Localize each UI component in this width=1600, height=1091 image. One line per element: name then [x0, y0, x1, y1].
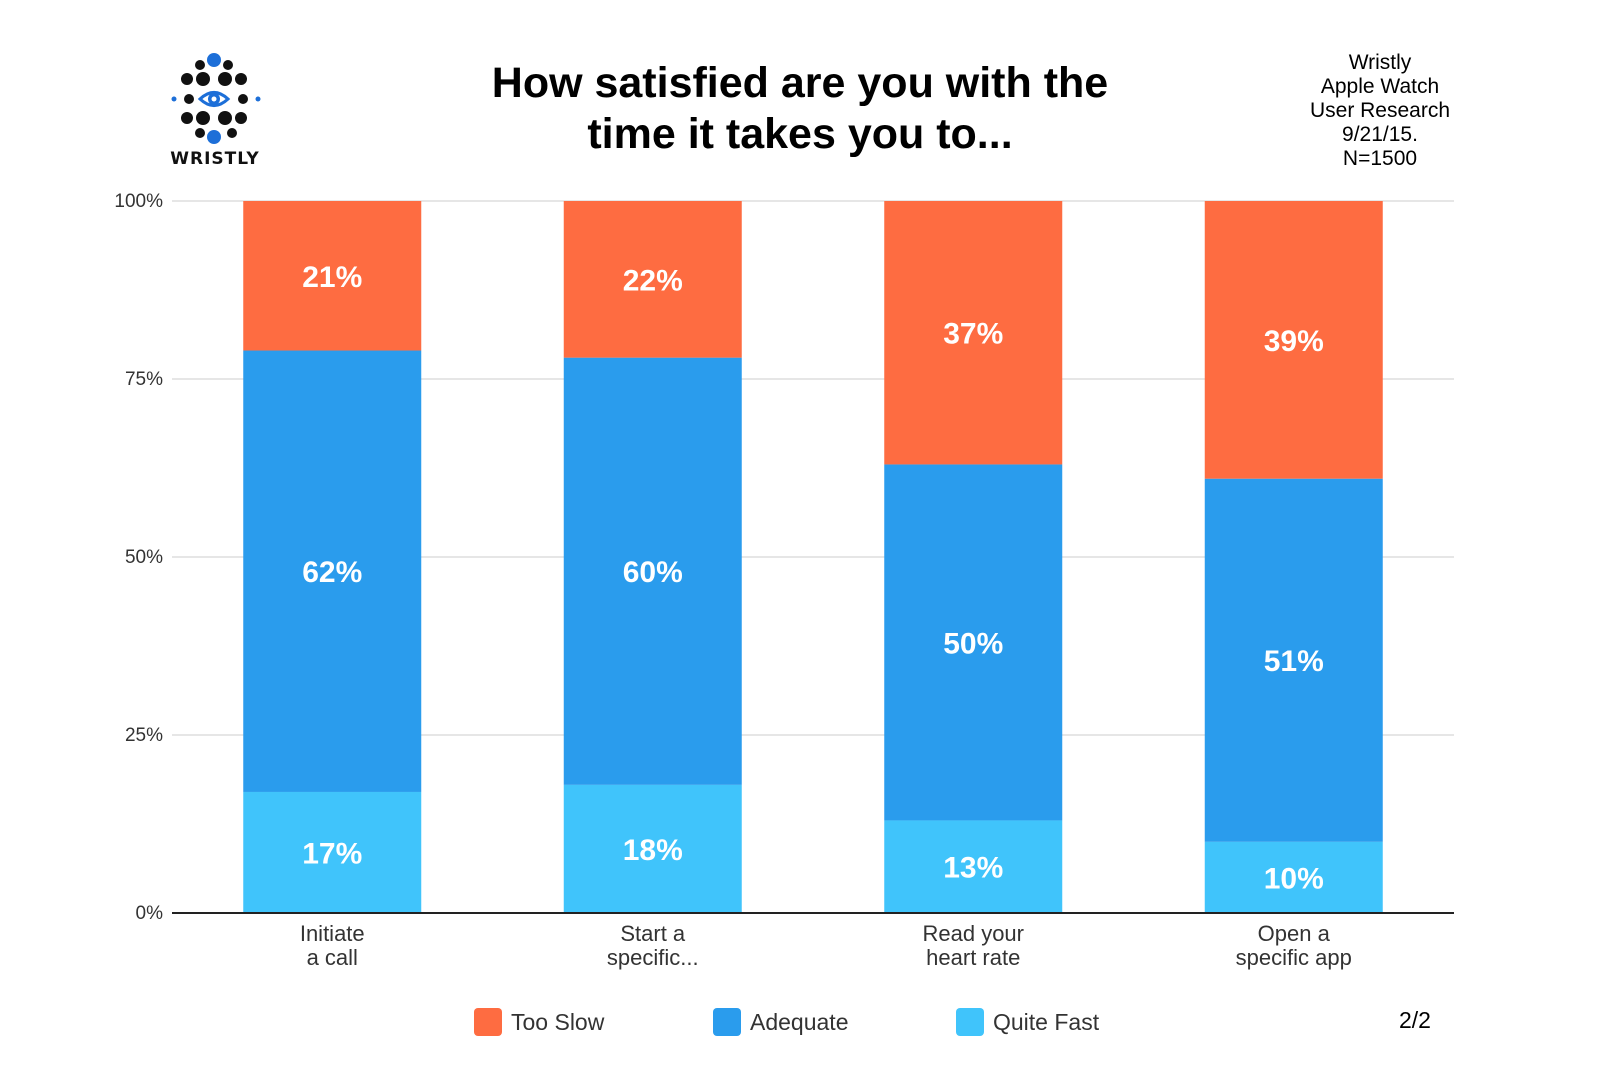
data-labels: 17% 62% 21% 18% 60% 22% 13% 50% 37% 10% 51% 39%: [302, 261, 1324, 896]
legend-label: Too Slow: [511, 1008, 605, 1035]
data-label: 37%: [943, 318, 1003, 351]
bar-segment: [884, 464, 1063, 821]
study-metadata: Wristly Apple Watch User Research 9/21/1…: [1295, 51, 1465, 171]
legend-item: Adequate: [713, 1004, 848, 1040]
chart-legend: Too Slow Adequate Quite Fast: [0, 1004, 1600, 1040]
meta-line-date: 9/21/15.: [1342, 123, 1418, 146]
logo-dot: [195, 60, 205, 70]
meta-line-product: Apple Watch: [1320, 75, 1440, 98]
meta-line-sample-size: N=1500: [1342, 147, 1418, 170]
y-tick-label: 0%: [136, 903, 164, 924]
bar-segment: [563, 357, 742, 785]
bar-segment: [243, 791, 422, 913]
dotted-eye-logo-icon: [171, 53, 261, 144]
data-label: 18%: [623, 834, 683, 867]
logo-dot: [218, 111, 232, 125]
x-tick-label: Open a: [1258, 921, 1331, 946]
logo-dot: [196, 111, 210, 125]
logo-wordmark: WRISTLY: [170, 149, 260, 169]
logo-dot: [235, 112, 247, 124]
data-label: 17%: [302, 837, 362, 870]
data-label: 13%: [943, 852, 1003, 885]
bar-segment: [563, 784, 742, 913]
data-label: 60%: [623, 556, 683, 589]
bar-segment: [884, 201, 1063, 465]
x-tick-label: Initiate: [300, 921, 365, 946]
logo-eye-pupil: [211, 96, 217, 102]
y-tick-label: 50%: [125, 547, 163, 568]
x-tick-label: specific app: [1236, 945, 1352, 970]
x-tick-label: Read your: [922, 921, 1024, 946]
legend-swatch: [474, 1008, 502, 1036]
bar-segment: [1204, 478, 1383, 842]
legend-label: Quite Fast: [993, 1008, 1100, 1035]
y-axis: 0% 25% 50% 75% 100%: [114, 191, 163, 924]
logo-dot: [184, 94, 194, 104]
data-label: 50%: [943, 627, 1003, 660]
logo-dot: [171, 96, 177, 102]
meta-line-brand: Wristly: [1348, 51, 1412, 74]
stacked-bar-chart: 0% 25% 50% 75% 100% 17% 62% 21% 18% 60% 22% 13% 50% 3…: [114, 191, 1454, 970]
x-tick-label: Start a: [620, 921, 686, 946]
logo-dot: [207, 53, 221, 67]
logo-dot: [235, 73, 247, 85]
bars: [243, 201, 1383, 913]
logo-dot: [181, 73, 193, 85]
meta-line-study: User Research: [1309, 99, 1451, 122]
bar-segment: [1204, 201, 1383, 479]
bar-segment: [1204, 841, 1383, 913]
data-label: 21%: [302, 261, 362, 294]
legend-item: Too Slow: [474, 1004, 604, 1040]
bar-segment: [563, 201, 742, 358]
data-label: 22%: [623, 264, 683, 297]
logo-dot: [238, 94, 248, 104]
bar-segment: [243, 350, 422, 792]
chart-title-line-1: How satisfied are you with the: [491, 59, 1109, 107]
data-label: 62%: [302, 556, 362, 589]
data-label: 10%: [1264, 862, 1324, 895]
legend-label: Adequate: [750, 1008, 849, 1035]
logo-dot: [255, 96, 261, 102]
chart-title: How satisfied are you with the time it t…: [400, 58, 1200, 160]
chart-title-line-2: time it takes you to...: [587, 110, 1013, 158]
logo-dot: [196, 72, 210, 86]
legend-item: Quite Fast: [956, 1004, 1099, 1040]
bar-segment: [884, 820, 1063, 913]
x-tick-label: specific...: [607, 945, 699, 970]
x-tick-label: a call: [307, 945, 358, 970]
legend-swatch: [713, 1008, 741, 1036]
bar-segment: [243, 201, 422, 351]
logo-dot: [195, 128, 205, 138]
logo-dot: [181, 112, 193, 124]
logo-dot: [223, 60, 233, 70]
wristly-logo: [171, 53, 261, 144]
y-tick-label: 25%: [125, 725, 163, 746]
logo-eye-outline: [197, 91, 231, 107]
data-label: 51%: [1264, 645, 1324, 678]
legend-swatch: [956, 1008, 984, 1036]
logo-dot: [207, 130, 221, 144]
x-tick-label: heart rate: [926, 945, 1020, 970]
y-tick-label: 75%: [125, 369, 163, 390]
logo-dot: [227, 128, 237, 138]
y-tick-label: 100%: [114, 191, 163, 212]
logo-dot: [218, 72, 232, 86]
data-label: 39%: [1264, 325, 1324, 358]
page-indicator: 2/2: [1399, 1007, 1431, 1033]
